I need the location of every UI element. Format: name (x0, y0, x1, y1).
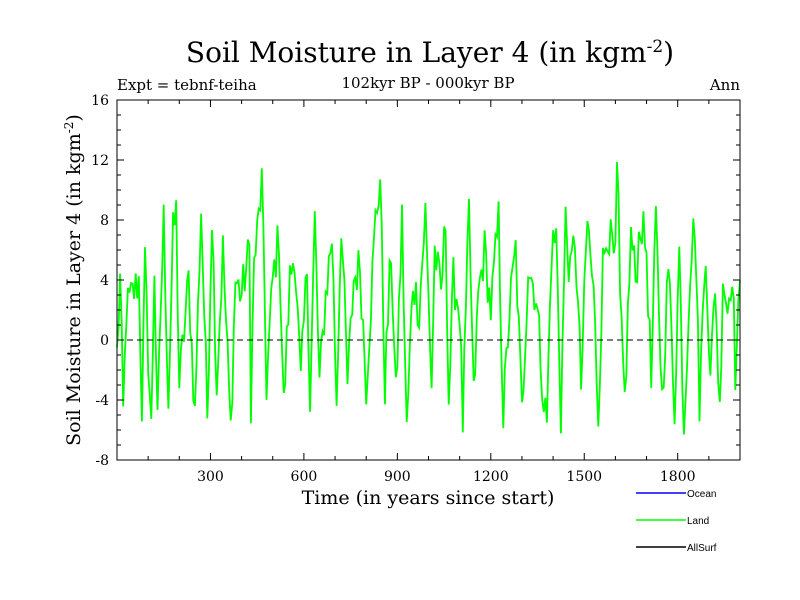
y-tick-label: 0 (100, 333, 109, 349)
legend: Ocean Land AllSurf (636, 489, 717, 554)
season-label: Ann (709, 76, 740, 94)
x-tick-label: 600 (291, 469, 318, 485)
y-axis-label: Soil Moisture in Layer 4 (in kgm-2) (62, 114, 85, 446)
legend-land-label: Land (687, 516, 709, 527)
x-axis-label: Time (in years since start) (302, 487, 555, 509)
chart-subtitle: 102kyr BP - 000kyr BP (341, 74, 514, 92)
experiment-label: Expt = tebnf-teiha (117, 76, 257, 94)
x-tick-label: 300 (197, 469, 224, 485)
x-tick-label: 900 (384, 469, 411, 485)
y-tick-label: 16 (91, 93, 109, 109)
plot-frame (116, 99, 741, 461)
y-tick-label: -4 (95, 393, 109, 409)
x-tick-label: 1500 (566, 469, 602, 485)
y-tick-label: 8 (100, 213, 109, 229)
legend-allsurf-label: AllSurf (687, 543, 717, 554)
legend-ocean-label: Ocean (687, 489, 716, 500)
x-tick-label: 1200 (473, 469, 509, 485)
x-tick-label: 1800 (660, 469, 696, 485)
series-land-line (116, 161, 741, 435)
y-tick-label: 4 (100, 273, 109, 289)
y-tick-label: 12 (91, 153, 109, 169)
y-tick-label: -8 (95, 453, 109, 469)
chart-title: Soil Moisture in Layer 4 (in kgm-2) (186, 36, 674, 69)
